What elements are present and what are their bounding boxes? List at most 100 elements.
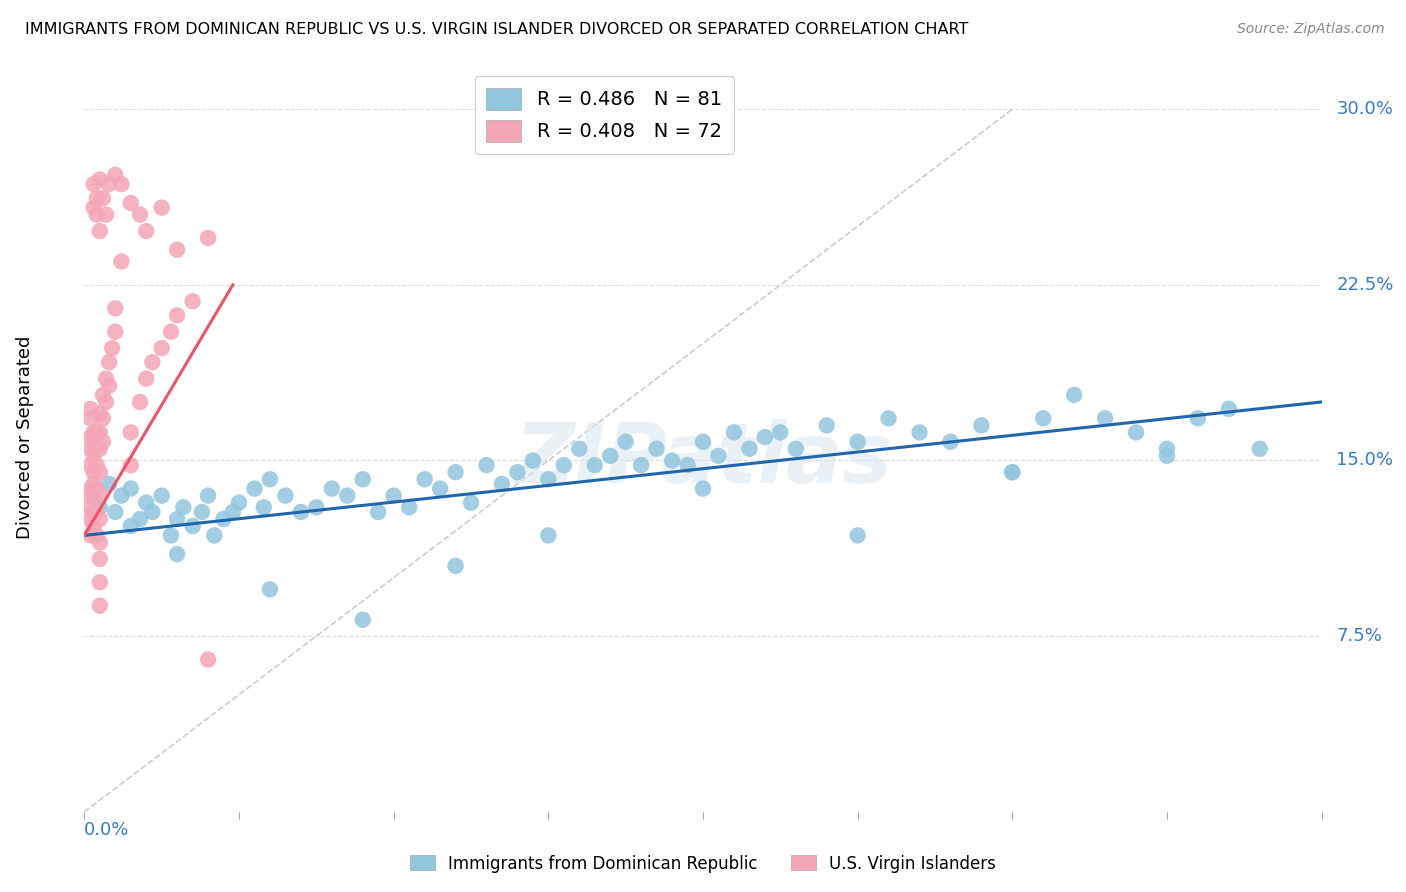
- Point: [785, 442, 807, 456]
- Point: [120, 482, 142, 496]
- Point: [259, 472, 281, 486]
- Point: [1001, 465, 1024, 479]
- Point: [98, 476, 121, 491]
- Text: Source: ZipAtlas.com: Source: ZipAtlas.com: [1237, 22, 1385, 37]
- Point: [166, 308, 188, 322]
- Point: [172, 500, 194, 515]
- Text: 30.0%: 30.0%: [1337, 100, 1393, 119]
- Point: [83, 519, 105, 533]
- Point: [83, 434, 105, 449]
- Point: [661, 453, 683, 467]
- Point: [460, 495, 482, 509]
- Point: [83, 177, 105, 191]
- Point: [243, 482, 266, 496]
- Point: [202, 528, 225, 542]
- Point: [83, 489, 105, 503]
- Point: [79, 500, 101, 515]
- Point: [1032, 411, 1054, 425]
- Point: [908, 425, 931, 440]
- Point: [89, 224, 111, 238]
- Point: [120, 195, 142, 210]
- Point: [98, 177, 121, 191]
- Point: [86, 482, 108, 496]
- Point: [91, 434, 114, 449]
- Point: [723, 425, 745, 440]
- Point: [120, 458, 142, 473]
- Point: [939, 434, 962, 449]
- Point: [89, 442, 111, 456]
- Point: [181, 294, 204, 309]
- Point: [89, 407, 111, 421]
- Point: [94, 395, 117, 409]
- Text: 22.5%: 22.5%: [1337, 276, 1393, 293]
- Point: [599, 449, 621, 463]
- Point: [1187, 411, 1209, 425]
- Point: [815, 418, 838, 433]
- Point: [1156, 449, 1178, 463]
- Point: [83, 476, 105, 491]
- Point: [707, 449, 730, 463]
- Point: [94, 371, 117, 385]
- Point: [89, 512, 111, 526]
- Point: [197, 652, 219, 666]
- Point: [110, 489, 132, 503]
- Point: [166, 547, 188, 561]
- Point: [89, 172, 111, 186]
- Point: [491, 476, 513, 491]
- Point: [79, 482, 101, 496]
- Point: [129, 208, 152, 222]
- Text: 7.5%: 7.5%: [1337, 627, 1382, 645]
- Point: [79, 528, 101, 542]
- Point: [91, 411, 114, 425]
- Point: [89, 575, 111, 590]
- Point: [79, 401, 101, 416]
- Point: [104, 325, 127, 339]
- Point: [86, 528, 108, 542]
- Point: [160, 325, 183, 339]
- Point: [1156, 442, 1178, 456]
- Point: [104, 505, 127, 519]
- Point: [83, 465, 105, 479]
- Point: [429, 482, 451, 496]
- Point: [692, 434, 714, 449]
- Point: [1249, 442, 1271, 456]
- Point: [83, 449, 105, 463]
- Point: [228, 495, 250, 509]
- Point: [738, 442, 761, 456]
- Point: [1063, 388, 1085, 402]
- Point: [98, 355, 121, 369]
- Point: [1218, 401, 1240, 416]
- Point: [583, 458, 606, 473]
- Point: [305, 500, 328, 515]
- Point: [1001, 465, 1024, 479]
- Point: [352, 472, 374, 486]
- Point: [253, 500, 276, 515]
- Point: [79, 458, 101, 473]
- Point: [91, 191, 114, 205]
- Point: [290, 505, 312, 519]
- Text: 15.0%: 15.0%: [1337, 451, 1393, 469]
- Text: 0.0%: 0.0%: [84, 821, 129, 838]
- Point: [129, 512, 152, 526]
- Point: [754, 430, 776, 444]
- Point: [89, 465, 111, 479]
- Point: [166, 243, 188, 257]
- Point: [274, 489, 297, 503]
- Point: [352, 613, 374, 627]
- Point: [692, 482, 714, 496]
- Point: [970, 418, 993, 433]
- Point: [91, 388, 114, 402]
- Point: [79, 430, 101, 444]
- Point: [83, 201, 105, 215]
- Point: [877, 411, 900, 425]
- Point: [398, 500, 420, 515]
- Point: [630, 458, 652, 473]
- Point: [120, 425, 142, 440]
- Point: [86, 208, 108, 222]
- Point: [89, 535, 111, 549]
- Point: [553, 458, 575, 473]
- Point: [89, 551, 111, 566]
- Legend: Immigrants from Dominican Republic, U.S. Virgin Islanders: Immigrants from Dominican Republic, U.S.…: [404, 848, 1002, 880]
- Point: [83, 425, 105, 440]
- Point: [191, 505, 214, 519]
